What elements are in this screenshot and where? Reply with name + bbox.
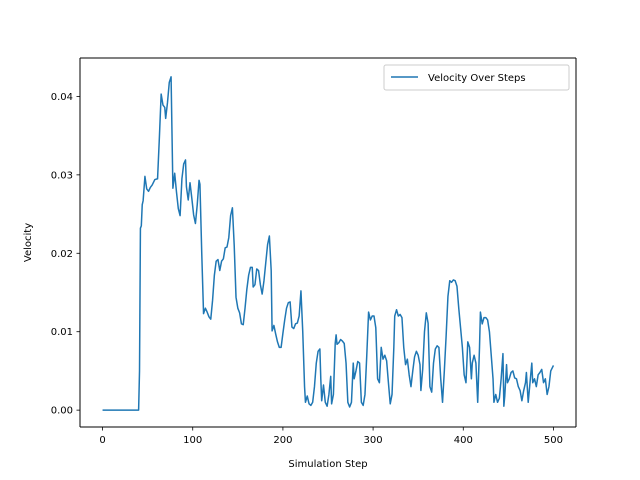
x-axis-ticks: 0 100 200 300 400 500	[99, 427, 563, 446]
x-tick-label: 400	[454, 435, 473, 446]
plot-area	[80, 58, 576, 427]
series-line-0	[102, 76, 555, 411]
y-tick-label: 0.01	[51, 327, 73, 338]
x-axis-label: Simulation Step	[288, 459, 367, 470]
legend: Velocity Over Steps	[383, 64, 570, 91]
legend-label: Velocity Over Steps	[428, 73, 526, 84]
y-axis-ticks: 0.00 0.01 0.02 0.03 0.04	[51, 92, 80, 417]
x-tick-label: 300	[364, 435, 383, 446]
legend-box	[383, 64, 570, 91]
y-axis-label: Velocity	[23, 223, 34, 262]
x-tick-label: 200	[273, 435, 292, 446]
axes-frame	[79, 57, 577, 428]
y-tick-label: 0.04	[51, 92, 73, 103]
x-tick-label: 500	[544, 435, 563, 446]
y-tick-label: 0.03	[51, 170, 73, 181]
series-layer	[102, 76, 555, 411]
x-tick-label: 0	[99, 435, 105, 446]
x-tick-label: 100	[183, 435, 202, 446]
y-tick-label: 0.00	[51, 406, 73, 417]
y-tick-label: 0.02	[51, 249, 73, 260]
